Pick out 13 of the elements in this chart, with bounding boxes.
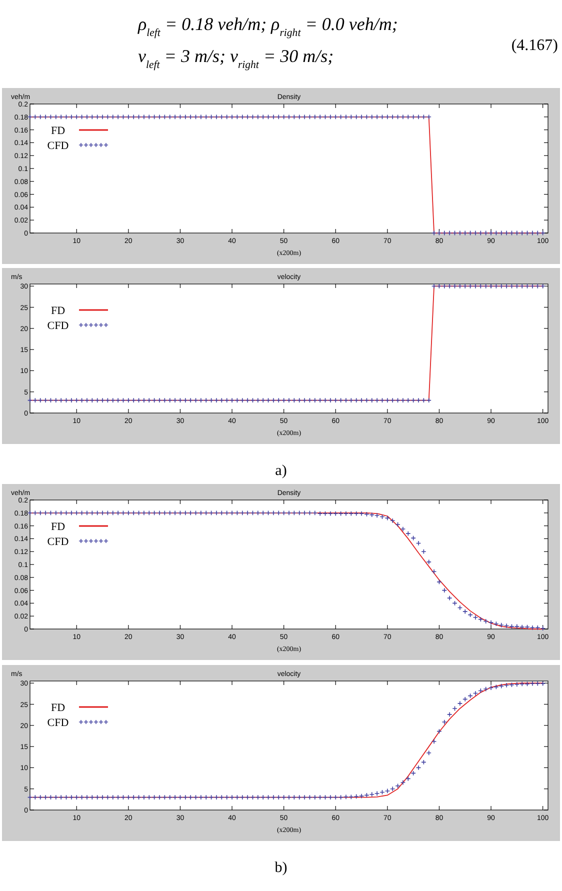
legend-label: FD [50, 305, 66, 317]
legend-label: FD [50, 521, 66, 533]
legend-label: CFD [47, 536, 69, 548]
text: a) [275, 463, 287, 479]
text: b) [274, 860, 288, 876]
text: ρ$_{left}$ = 0.18 veh/m; ρ$_{right}$ = 0.0 veh/m; [137, 14, 398, 39]
legend-label: FD [50, 702, 66, 714]
legend-label: CFD [47, 320, 69, 332]
text: v$_{left}$ = 3 m/s; v$_{right}$ = 30 m/s; [138, 46, 334, 71]
legend-label: CFD [47, 140, 69, 152]
text: (4.167) [511, 37, 558, 54]
legend-label: FD [50, 125, 66, 137]
legend-label: CFD [47, 717, 69, 729]
